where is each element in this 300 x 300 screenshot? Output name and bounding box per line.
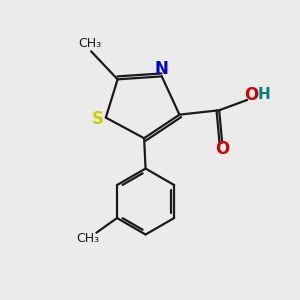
Text: CH₃: CH₃ bbox=[78, 37, 101, 50]
Text: O: O bbox=[244, 85, 258, 103]
Text: N: N bbox=[155, 60, 169, 78]
Text: O: O bbox=[215, 140, 229, 158]
Text: S: S bbox=[92, 110, 104, 128]
Text: CH₃: CH₃ bbox=[76, 232, 100, 244]
Text: H: H bbox=[258, 87, 271, 102]
